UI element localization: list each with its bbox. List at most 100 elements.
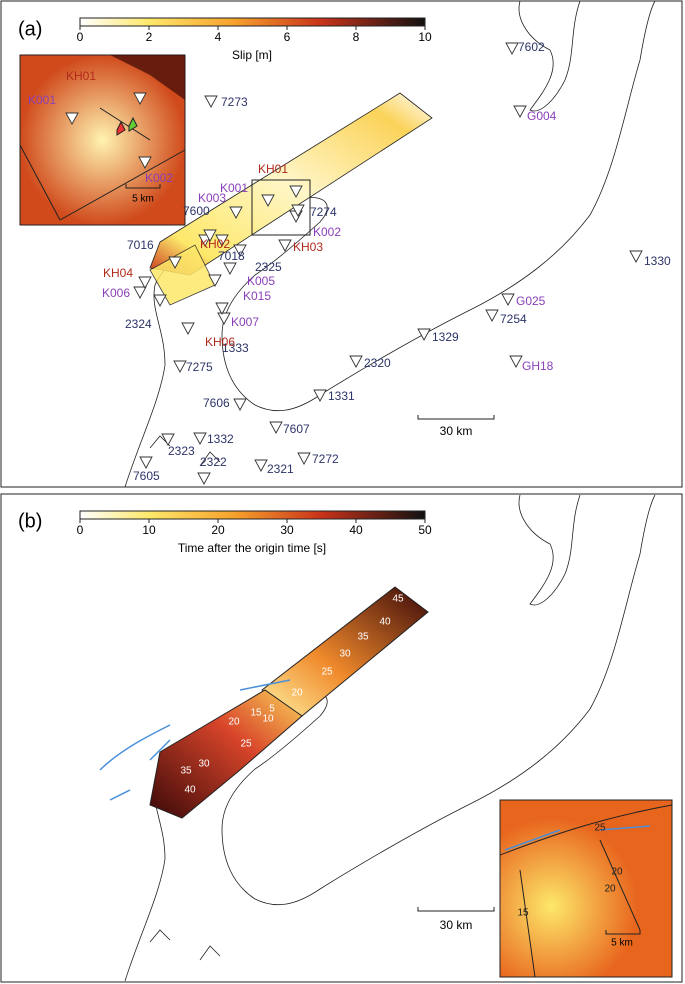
colorbar-tick-label: 0 [77,523,84,537]
contour-label: 35 [180,766,192,777]
fault-model-b [99,586,673,978]
station-label: K005 [247,274,275,288]
station-label: 7602 [518,40,545,54]
colorbar-tick-label: 30 [280,523,294,537]
station-marker [254,459,268,472]
station-marker [505,42,519,55]
colorbar-tick-label: 50 [418,523,432,537]
station-label: 7018 [218,249,245,263]
station-marker [501,293,515,306]
station-label: 7275 [186,360,213,374]
station-marker [65,112,79,125]
inset-contour-label: 15 [517,908,529,919]
contour-label: 25 [240,739,252,750]
station-marker [485,309,499,322]
contour-label: 45 [392,594,404,605]
station-label: GH18 [522,359,554,373]
station-marker [153,294,167,307]
station-label: K006 [102,286,130,300]
station-label: 7273 [221,95,248,109]
station-label: 1333 [222,341,249,355]
scale-bar [417,415,495,420]
station-label: K007 [231,315,259,329]
colorbar-label: Slip [m] [232,48,272,62]
colorbar-tick-label: 0 [77,30,84,44]
colorbar-tick-label: 6 [284,30,291,44]
station-label: K015 [243,289,271,303]
inset-station-label: KH01 [66,69,96,83]
station-marker [217,312,231,325]
panel-frame [0,0,683,488]
inset-station-label: K001 [28,93,56,107]
colorbar-tick-label: 40 [349,523,363,537]
station-marker [139,456,153,469]
station-label: 7272 [312,452,339,466]
station-marker [215,234,229,247]
panel-label: (a) [18,18,42,40]
station-label: 1330 [644,254,671,268]
station-marker [133,286,147,299]
station-marker [193,432,207,445]
contour-label: 30 [198,759,210,770]
panel-label: (b) [18,510,42,532]
station-marker [215,302,229,315]
scale-bar [125,184,161,189]
station-label: 2321 [267,462,294,476]
inset-contour-label: 20 [604,884,616,895]
station-label: 7016 [127,238,154,252]
scale-bar [417,907,495,912]
station-label: 2322 [200,455,227,469]
station-label: 7274 [310,205,337,219]
station-marker [161,433,175,446]
station-marker [138,156,152,169]
station-label: 2320 [364,356,391,370]
station-marker [204,95,218,108]
station-marker [233,398,247,411]
contour-label: 15 [250,708,262,719]
station-marker [313,389,327,402]
contour-label: 45 [140,790,152,801]
station-marker [509,355,523,368]
colorbar-tick-label: 4 [215,30,222,44]
inset-station-label: K002 [145,171,173,185]
station-marker [203,229,217,242]
station-label: 7606 [203,396,230,410]
station-label: K001 [220,181,248,195]
station-label: 7605 [133,469,160,483]
station-marker [417,328,431,341]
station-label: 2323 [168,444,195,458]
contour-label: 40 [379,617,391,628]
station-marker [629,250,643,263]
station-marker [133,92,147,105]
colorbar [79,17,426,27]
station-marker [233,244,247,257]
contour-label: 20 [291,688,303,699]
contour-label: 40 [184,785,196,796]
station-label: KH03 [293,240,323,254]
station-marker [269,421,283,434]
scale-label: 5 km [132,194,154,205]
colorbar-tick-label: 2 [146,30,153,44]
station-marker [223,262,237,275]
station-marker [278,239,292,252]
station-label: 2324 [125,317,152,331]
station-marker [513,105,527,118]
station-label: 1329 [432,330,459,344]
panel-frame [0,493,683,983]
coastline [124,0,656,488]
station-label: K003 [198,191,226,205]
station-marker [349,355,363,368]
station-label: 7600 [183,204,210,218]
scale-label: 30 km [440,424,473,438]
station-marker [197,472,211,485]
contour-label: 20 [228,717,240,728]
station-marker [181,322,195,335]
colorbar-tick-label: 8 [353,30,360,44]
station-marker [291,204,305,217]
contour-label: 30 [339,649,351,660]
scale-bar [605,930,641,935]
scale-label: 30 km [440,918,473,932]
inset-contour-label: 25 [594,823,606,834]
station-label: G004 [527,109,557,123]
